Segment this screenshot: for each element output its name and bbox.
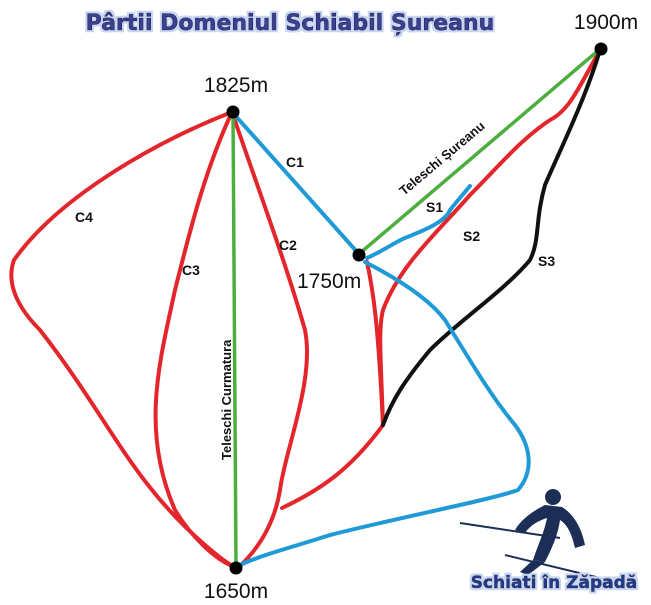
slope-c2[interactable] bbox=[230, 110, 310, 568]
slope-label-c4: C4 bbox=[75, 209, 93, 225]
slope-s2-start[interactable] bbox=[365, 260, 385, 427]
station-label-1900: 1900m bbox=[574, 11, 638, 34]
station-label-1825: 1825m bbox=[204, 74, 268, 97]
station-dot-1900[interactable] bbox=[594, 42, 608, 56]
station-dot-1750[interactable] bbox=[352, 248, 366, 262]
station-dot-1650[interactable] bbox=[229, 561, 243, 575]
slope-s2[interactable] bbox=[378, 48, 602, 427]
slope-label-c2: C2 bbox=[279, 237, 297, 253]
slope-label-c1: C1 bbox=[286, 154, 304, 170]
slope-c4[interactable] bbox=[9, 110, 237, 569]
slope-label-c3: C3 bbox=[182, 262, 200, 278]
slope-label-s1: S1 bbox=[426, 199, 443, 215]
lift-sureanu-line[interactable] bbox=[357, 47, 602, 256]
slope-c1[interactable] bbox=[230, 110, 360, 255]
skier-icon bbox=[459, 489, 601, 579]
brand-logo-text: Schiati în Zăpadă bbox=[471, 573, 638, 593]
slope-s1[interactable] bbox=[365, 184, 472, 260]
slope-label-s3: S3 bbox=[538, 253, 555, 269]
station-label-1750: 1750m bbox=[297, 270, 361, 293]
lift-label-curmatura: Teleschi Curmatura bbox=[219, 339, 234, 460]
slope-label-s2: S2 bbox=[463, 228, 480, 244]
slope-s3[interactable] bbox=[381, 48, 602, 427]
slope-c2-lower[interactable] bbox=[280, 423, 385, 510]
station-dot-1825[interactable] bbox=[226, 105, 240, 119]
slope-c3[interactable] bbox=[153, 110, 237, 569]
map-title: Pârtii Domeniul Schiabil Șureanu bbox=[86, 11, 495, 36]
slope-blue-long[interactable] bbox=[236, 260, 531, 568]
lift-curmatura-line[interactable] bbox=[231, 110, 238, 569]
station-label-1650: 1650m bbox=[204, 580, 268, 603]
